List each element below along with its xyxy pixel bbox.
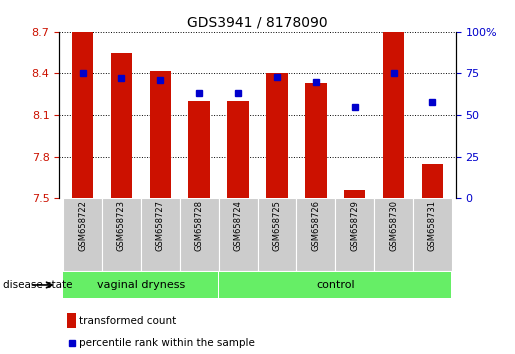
Text: control: control [316,280,354,290]
Bar [413,198,452,271]
Text: GSM658723: GSM658723 [117,200,126,251]
Text: transformed count: transformed count [79,316,176,326]
Bar [63,198,102,271]
Bar [111,53,132,198]
Bar [188,101,210,198]
Bar [296,198,335,271]
Text: GSM658724: GSM658724 [234,200,243,251]
Text: GSM658731: GSM658731 [428,200,437,251]
Bar [102,198,141,271]
Bar [72,32,93,198]
Bar [67,313,76,329]
Bar [383,32,404,198]
Text: GSM658729: GSM658729 [350,200,359,251]
Bar [305,83,327,198]
Bar [422,164,443,198]
Text: GSM658722: GSM658722 [78,200,87,251]
Text: GSM658726: GSM658726 [311,200,320,251]
Bar [335,198,374,271]
Text: GSM658730: GSM658730 [389,200,398,251]
Bar [219,198,258,271]
Title: GDS3941 / 8178090: GDS3941 / 8178090 [187,15,328,29]
Bar [141,198,180,271]
Bar [63,272,218,298]
Text: disease state: disease state [3,280,72,290]
Text: percentile rank within the sample: percentile rank within the sample [79,338,255,348]
Bar [266,73,288,198]
Bar [374,198,413,271]
Text: GSM658728: GSM658728 [195,200,204,251]
Bar [180,198,219,271]
Text: vaginal dryness: vaginal dryness [97,280,185,290]
Bar [258,198,296,271]
Bar [344,190,365,198]
Text: GSM658727: GSM658727 [156,200,165,251]
Bar [227,101,249,198]
Bar [219,272,451,298]
Text: GSM658725: GSM658725 [272,200,281,251]
Bar [150,71,171,198]
